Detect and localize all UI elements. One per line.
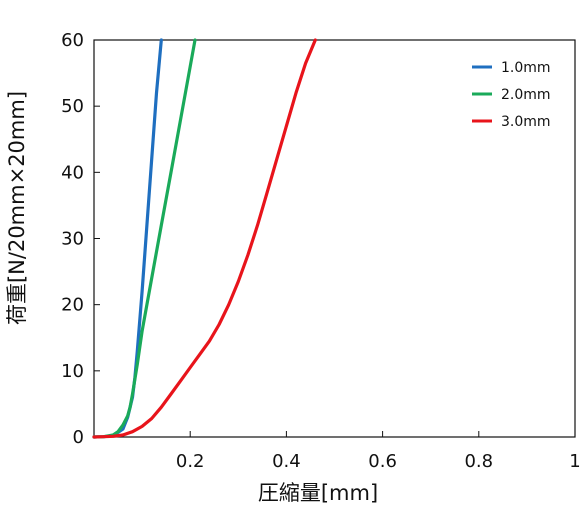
series-line-1.0mm [92,38,163,439]
tick-marks [94,39,576,438]
x-tick-label: 0.6 [368,451,397,472]
x-axis-title: 圧縮量[mm] [258,481,378,505]
x-tick-label: 0.8 [464,451,493,472]
x-tick-label: 0.4 [272,451,301,472]
y-tick-label: 50 [61,96,84,117]
series-line-2.0mm [92,38,197,439]
legend-label: 2.0mm [501,87,551,103]
series-lines [92,38,317,439]
x-tick-label: 0.2 [176,451,205,472]
y-tick-label: 10 [61,361,84,382]
legend: 1.0mm 2.0mm 3.0mm [472,60,551,130]
x-tick-label: 1 [569,451,580,472]
y-tick-label: 20 [61,295,84,316]
y-tick-label: 60 [61,30,84,51]
y-tick-label: 0 [73,427,84,448]
y-tick-label: 40 [61,162,84,183]
y-tick-label: 30 [61,229,84,250]
series-line-3.0mm [92,38,317,439]
legend-label: 1.0mm [501,60,551,76]
y-axis-title: 荷重[N/20mm×20mm] [5,91,29,325]
legend-label: 3.0mm [501,114,551,130]
